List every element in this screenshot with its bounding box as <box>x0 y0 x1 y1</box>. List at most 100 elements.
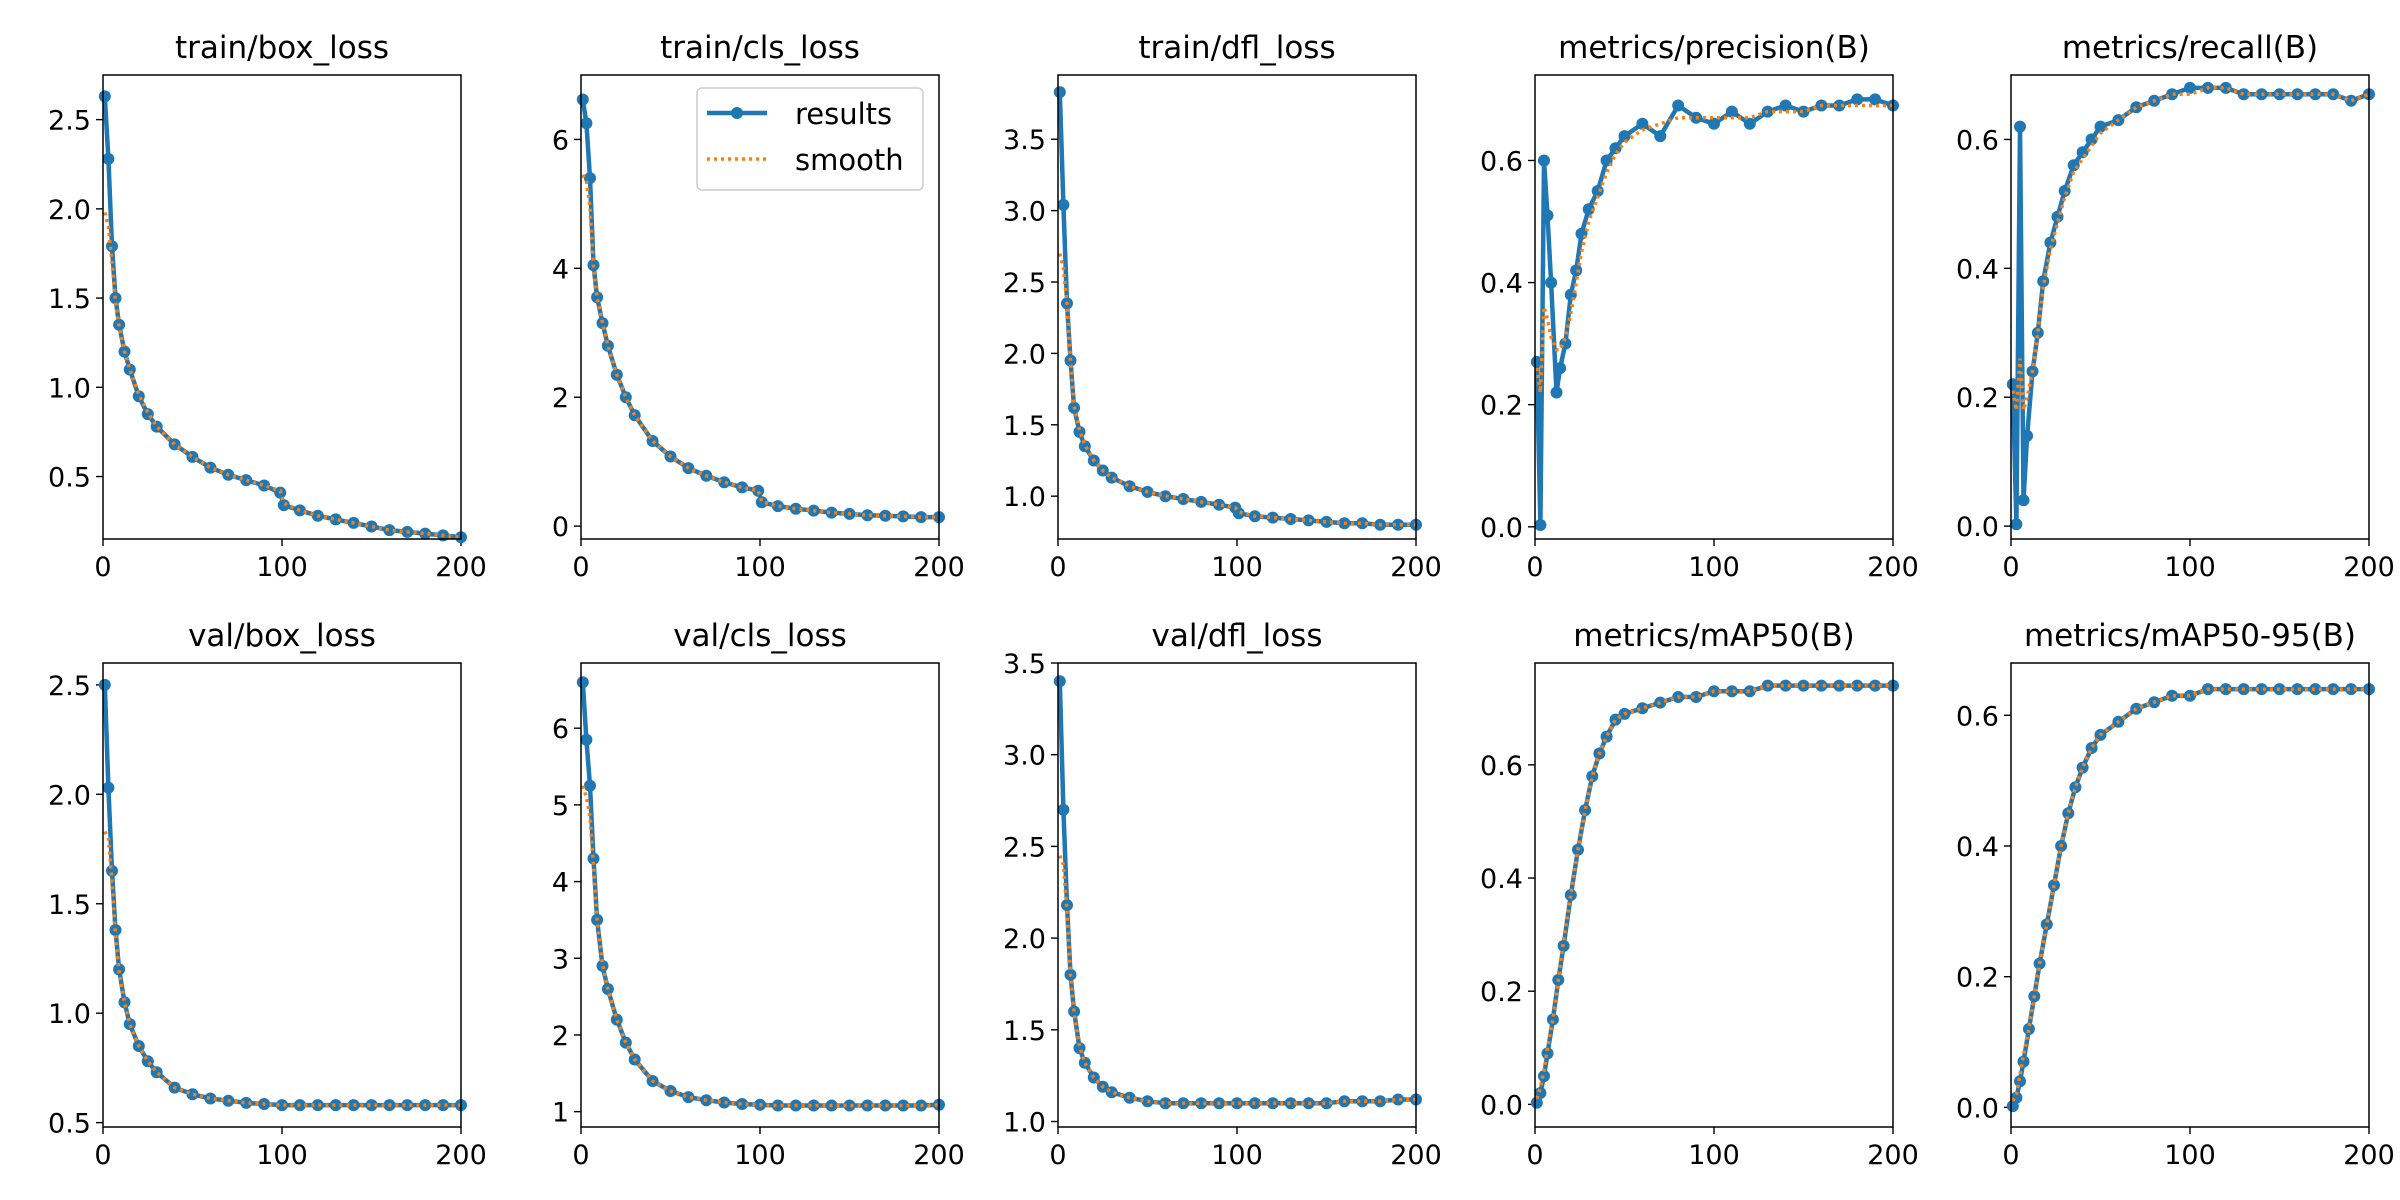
results-point <box>106 864 118 877</box>
subplot-title: train/dfl_loss <box>1138 30 1335 66</box>
y-tick-label: 0.2 <box>1480 391 1523 422</box>
results-series-line <box>1534 683 1893 1104</box>
results-point <box>1779 99 1792 112</box>
y-tick-label: 4 <box>552 868 569 899</box>
results-point <box>771 500 784 513</box>
results-point <box>258 479 271 492</box>
results-series-line <box>580 682 940 1108</box>
y-tick-label: 0.0 <box>1956 512 1999 543</box>
x-tick-label: 100 <box>2164 1140 2216 1171</box>
subplot-4: metrics/precision(B) 0 100 200 0.0 0.2 0.4 0.6 <box>1480 30 1919 583</box>
y-tick-label: 1.0 <box>48 373 91 404</box>
y-tick-label: 3 <box>552 944 569 975</box>
x-tick-label: 100 <box>256 552 308 583</box>
results-point <box>1105 471 1118 484</box>
x-tick-label: 200 <box>2343 552 2395 583</box>
results-point <box>771 1099 784 1112</box>
y-tick-label: 2.0 <box>1003 924 1046 955</box>
results-series-line <box>1534 97 1894 528</box>
results-point <box>1159 490 1172 503</box>
results-point <box>1708 117 1720 130</box>
y-tick-label: 1 <box>552 1098 569 1129</box>
results-point <box>1725 105 1738 118</box>
results-point <box>596 959 609 972</box>
y-tick-label: 0.2 <box>1956 963 1999 994</box>
results-point <box>825 506 838 519</box>
y-tick-label: 1.5 <box>1003 1016 1046 1047</box>
subplot-8: val/dfl_loss 0 100 200 1.0 1.5 2.0 2.5 3.0 3.5 <box>1003 618 1442 1171</box>
results-point <box>1743 117 1756 130</box>
x-tick-label: 200 <box>1390 552 1442 583</box>
results-point <box>2166 689 2179 702</box>
results-point <box>102 152 115 165</box>
x-tick-label: 100 <box>734 1140 786 1171</box>
results-point <box>118 996 131 1009</box>
results-point <box>1530 1096 1543 1109</box>
x-tick-label: 100 <box>1688 552 1740 583</box>
results-point <box>2040 918 2053 931</box>
y-tick-label: 0.0 <box>1480 1090 1523 1121</box>
results-point <box>329 513 342 526</box>
x-tick-label: 200 <box>2343 1140 2395 1171</box>
results-point <box>383 524 396 537</box>
results-point <box>736 481 749 494</box>
results-point <box>329 1099 342 1112</box>
y-tick-label: 0.6 <box>1956 125 1999 156</box>
results-point <box>879 1099 892 1112</box>
x-tick-label: 0 <box>1049 552 1066 583</box>
y-tick-label: 0.0 <box>1956 1093 1999 1124</box>
subplot-6: val/box_loss 0 100 200 0.5 1.0 1.5 2.0 2.5 <box>48 618 487 1171</box>
results-point <box>1851 679 1864 692</box>
results-point <box>2031 326 2044 339</box>
results-point <box>1078 440 1091 453</box>
smooth-series-line <box>1535 103 1893 393</box>
results-point <box>2022 1023 2035 1035</box>
axes-frame <box>1534 662 1894 1128</box>
axes-frame <box>2010 74 2370 540</box>
y-tick-label: 2.5 <box>1003 832 1046 863</box>
results-point <box>1815 679 1828 692</box>
results-point <box>1779 679 1792 692</box>
x-tick-label: 0 <box>94 552 111 583</box>
y-tick-label: 0.5 <box>48 463 91 494</box>
x-tick-label: 200 <box>913 552 965 583</box>
results-point <box>755 496 768 509</box>
y-tick-label: 2.5 <box>1003 268 1046 299</box>
results-point <box>587 852 600 865</box>
y-tick-label: 6 <box>552 125 569 156</box>
smooth-series-line <box>1535 683 1893 1100</box>
subplot-3: train/dfl_loss 0 100 200 1.0 1.5 2.0 2.5 3.0 3.5 <box>1003 30 1442 583</box>
results-series-line <box>1057 92 1416 527</box>
subplot-title: metrics/mAP50(B) <box>1573 618 1854 654</box>
results-point <box>843 1099 856 1112</box>
results-point <box>2184 81 2196 94</box>
results-point <box>1195 1097 1208 1110</box>
results-point <box>601 339 614 352</box>
subplot-1: train/box_loss 0 100 200 0.5 1.0 1.5 2.0 2.5 <box>48 30 487 583</box>
results-point <box>2014 120 2026 133</box>
x-tick-label: 0 <box>2002 1140 2019 1171</box>
results-point <box>1320 1097 1333 1110</box>
results-point <box>365 520 378 533</box>
results-point <box>1302 514 1315 527</box>
results-point <box>584 779 596 792</box>
results-point <box>1554 362 1567 375</box>
subplot-10: metrics/mAP50-95(B) 0 100 200 0.0 0.2 0.4 0.6 <box>1956 618 2395 1171</box>
subplot-2: train/cls_loss 0 100 200 0 2 4 6 results smooth <box>552 30 965 583</box>
y-tick-label: 0.4 <box>1480 864 1523 895</box>
results-point <box>1541 209 1554 222</box>
results-point <box>2014 1075 2026 1088</box>
y-tick-label: 2.0 <box>48 195 91 226</box>
results-point <box>807 1099 820 1112</box>
axes-frame <box>2010 662 2370 1128</box>
results-point <box>1797 105 1810 118</box>
results-point <box>150 1066 163 1079</box>
legend-results-label: results <box>795 97 892 131</box>
results-point <box>1392 1093 1405 1106</box>
x-tick-label: 100 <box>1688 1140 1740 1171</box>
y-tick-label: 4 <box>552 254 569 285</box>
results-point <box>1284 1097 1297 1110</box>
results-point <box>2017 494 2030 507</box>
y-tick-label: 1.5 <box>48 890 91 921</box>
